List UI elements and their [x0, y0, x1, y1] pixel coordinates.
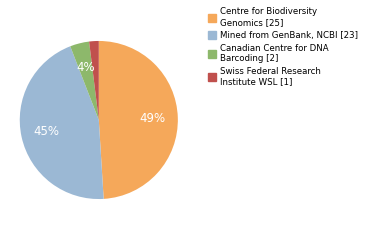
Legend: Centre for Biodiversity
Genomics [25], Mined from GenBank, NCBI [23], Canadian C: Centre for Biodiversity Genomics [25], M… [206, 6, 359, 88]
Text: 45%: 45% [33, 125, 59, 138]
Wedge shape [20, 46, 104, 199]
Text: 4%: 4% [76, 61, 95, 74]
Text: 49%: 49% [139, 112, 166, 125]
Wedge shape [99, 41, 178, 199]
Wedge shape [89, 41, 99, 120]
Wedge shape [70, 42, 99, 120]
